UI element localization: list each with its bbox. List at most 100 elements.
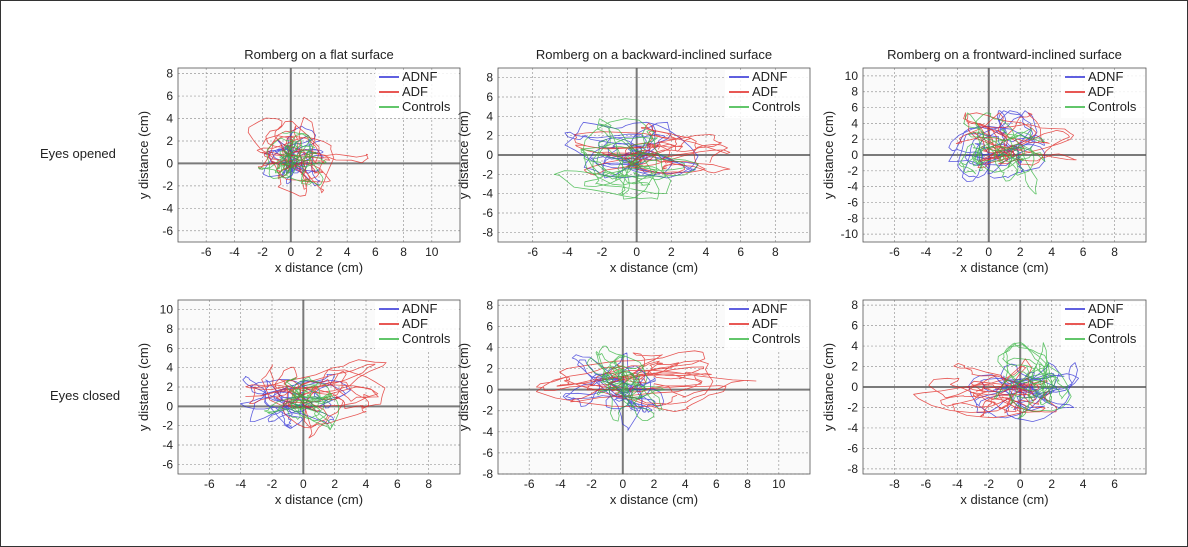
x-tick-label: 6 <box>372 245 379 259</box>
y-tick-label: 2 <box>851 360 858 374</box>
y-tick-label: 8 <box>851 85 858 99</box>
x-tick-label: 8 <box>425 477 432 491</box>
y-axis-label: y distance (cm) <box>456 111 471 199</box>
legend-label-adf: ADF <box>752 84 778 99</box>
trajectory-adf <box>913 358 1057 419</box>
y-tick-label: 8 <box>166 67 173 81</box>
x-tick-label: 4 <box>682 477 689 491</box>
plot-frame <box>862 67 1147 243</box>
chart-panel-5: -8 -6 -4 -2 0 2 4 6 -8 -6 -4 -2 0 2 4 6 8 x distance (cm)… <box>821 298 1147 507</box>
chart-panel-3: -6 -4 -2 0 2 4 6 8 -6 -4 -2 0 2 4 6 8 10 x distance (cm) y… <box>136 299 461 507</box>
y-tick-label: 8 <box>166 322 173 336</box>
legend-label-controls: Controls <box>752 99 801 114</box>
y-axis-label: y distance (cm) <box>821 343 836 431</box>
trajectory-adf <box>245 359 387 439</box>
trajectory-adf <box>574 122 731 176</box>
y-tick-label: 0 <box>486 383 493 397</box>
x-tick-label: 6 <box>1111 477 1118 491</box>
trajectory-group <box>240 359 387 439</box>
trajectory-controls <box>993 342 1072 419</box>
x-tick-label: -2 <box>952 245 963 259</box>
legend-label-adnf: ADNF <box>402 69 437 84</box>
x-tick-label: 0 <box>633 245 640 259</box>
row-label-eyes-opened: Eyes opened <box>40 146 116 161</box>
x-tick-label: 0 <box>287 245 294 259</box>
x-tick-label: 2 <box>316 245 323 259</box>
x-tick-label: 4 <box>1048 245 1055 259</box>
legend-label-adnf: ADNF <box>402 301 437 316</box>
x-tick-label: -4 <box>952 477 963 491</box>
x-tick-label: 2 <box>1048 477 1055 491</box>
x-tick-label: -2 <box>983 477 994 491</box>
y-tick-label: 0 <box>166 399 173 413</box>
x-tick-label: 0 <box>300 477 307 491</box>
legend-box <box>1061 70 1145 118</box>
trajectory-group <box>536 345 757 431</box>
y-tick-label: 0 <box>166 156 173 170</box>
plot-frame <box>177 299 461 475</box>
y-tick-label: 6 <box>166 89 173 103</box>
trajectory-controls <box>264 376 340 431</box>
chart-title: Romberg on a flat surface <box>244 47 394 62</box>
y-tick-label: -4 <box>482 425 493 439</box>
y-tick-label: 4 <box>851 116 858 130</box>
x-tick-label: 2 <box>1017 245 1024 259</box>
y-tick-label: -8 <box>847 211 858 225</box>
legend-label-adf: ADF <box>402 316 428 331</box>
y-tick-label: 0 <box>851 148 858 162</box>
y-tick-label: 6 <box>851 101 858 115</box>
trajectory-controls <box>258 131 327 186</box>
trajectory-adnf <box>968 362 1079 422</box>
y-tick-label: -6 <box>162 457 173 471</box>
x-tick-label: 0 <box>985 245 992 259</box>
legend-box <box>1061 302 1145 350</box>
y-tick-label: 2 <box>486 129 493 143</box>
x-tick-label: -6 <box>524 477 535 491</box>
legend-label-controls: Controls <box>402 331 451 346</box>
y-tick-label: -2 <box>162 179 173 193</box>
y-tick-label: 4 <box>486 340 493 354</box>
x-tick-label: 8 <box>400 245 407 259</box>
chart-title: Romberg on a backward-inclined surface <box>536 47 772 62</box>
y-tick-label: -8 <box>482 467 493 481</box>
y-tick-label: 4 <box>166 361 173 375</box>
plot-frame <box>497 299 811 475</box>
legend-box <box>725 70 809 118</box>
y-axis-label: y distance (cm) <box>456 343 471 431</box>
y-tick-label: -2 <box>847 400 858 414</box>
y-axis-label: y distance (cm) <box>136 343 151 431</box>
x-axis-label: x distance (cm) <box>960 492 1048 507</box>
x-tick-label: -4 <box>235 477 246 491</box>
x-tick-label: 6 <box>1080 245 1087 259</box>
y-tick-label: -6 <box>162 224 173 238</box>
legend-label-controls: Controls <box>752 331 801 346</box>
y-tick-label: 8 <box>486 298 493 312</box>
x-tick-label: 8 <box>744 477 751 491</box>
y-tick-label: -6 <box>847 195 858 209</box>
x-tick-label: -8 <box>889 477 900 491</box>
legend-box <box>375 70 459 118</box>
chart-title: Romberg on a frontward-inclined surface <box>887 47 1122 62</box>
x-tick-label: 4 <box>344 245 351 259</box>
plot-frame <box>177 67 461 243</box>
x-tick-label: 2 <box>668 245 675 259</box>
x-tick-label: 4 <box>703 245 710 259</box>
x-tick-label: -4 <box>921 245 932 259</box>
y-tick-label: -2 <box>162 419 173 433</box>
x-tick-label: 8 <box>772 245 779 259</box>
legend-label-controls: Controls <box>1088 99 1137 114</box>
y-tick-label: 2 <box>166 134 173 148</box>
y-tick-label: -4 <box>482 187 493 201</box>
y-tick-label: 2 <box>166 380 173 394</box>
legend-box <box>375 302 459 350</box>
y-tick-label: 0 <box>851 380 858 394</box>
y-tick-label: -8 <box>847 462 858 476</box>
legend-label-adnf: ADNF <box>1088 301 1123 316</box>
trajectory-controls <box>958 112 1046 195</box>
y-tick-label: -4 <box>162 438 173 452</box>
x-tick-label: -6 <box>527 245 538 259</box>
y-axis-label: y distance (cm) <box>136 111 151 199</box>
y-tick-label: 10 <box>845 69 859 83</box>
